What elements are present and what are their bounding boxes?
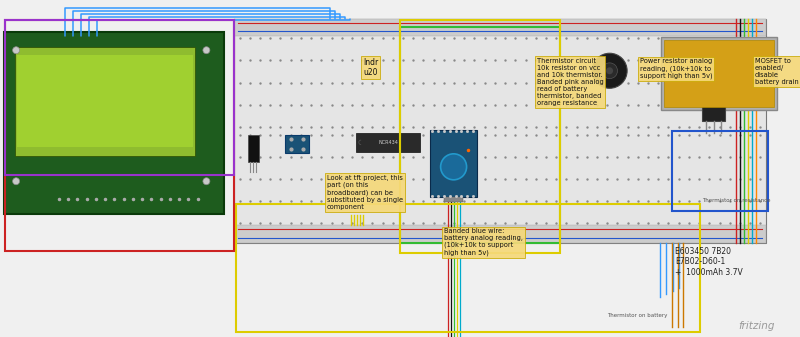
Bar xyxy=(236,204,700,332)
Bar xyxy=(400,20,560,253)
Bar xyxy=(400,27,560,243)
Bar xyxy=(17,55,194,147)
Text: fritzing: fritzing xyxy=(738,321,774,331)
Bar xyxy=(248,135,259,162)
Circle shape xyxy=(13,178,19,185)
Text: Banded blue wire:
battery analog reading,
(10k+10k to support
high than 5v): Banded blue wire: battery analog reading… xyxy=(444,228,523,256)
Text: E603450 7B20
E7B02-D60-1
+  1000mAh 3.7V: E603450 7B20 E7B02-D60-1 + 1000mAh 3.7V xyxy=(675,247,742,277)
Bar xyxy=(234,225,766,243)
Circle shape xyxy=(592,53,627,88)
Circle shape xyxy=(203,47,210,54)
Text: Look at tft project, this
part (on this
broadboard) can be
substituted by a sing: Look at tft project, this part (on this … xyxy=(327,175,403,210)
Text: Thermistor on battery: Thermistor on battery xyxy=(607,313,667,318)
Text: NCR434: NCR434 xyxy=(378,140,398,145)
Bar xyxy=(234,19,766,36)
Text: Thermistor circuit
10k resistor on vcc
and 10k thermistor.
Banded pink analog
re: Thermistor circuit 10k resistor on vcc a… xyxy=(537,58,604,106)
Bar xyxy=(5,20,234,175)
Text: Indr
u20: Indr u20 xyxy=(363,58,378,78)
Circle shape xyxy=(441,154,466,180)
Bar xyxy=(661,37,777,110)
Bar xyxy=(444,197,463,202)
Bar xyxy=(702,67,725,121)
Text: Thermistor on resistance: Thermistor on resistance xyxy=(702,197,770,203)
Bar xyxy=(356,133,420,152)
Text: Power resistor analog
reading, (10k+10k to
support high than 5v): Power resistor analog reading, (10k+10k … xyxy=(640,58,713,79)
Bar xyxy=(234,19,766,243)
Circle shape xyxy=(13,47,19,54)
Bar xyxy=(5,20,234,251)
Text: MOSFET to
enabled/
disable
battery drain: MOSFET to enabled/ disable battery drain xyxy=(755,58,798,85)
Bar xyxy=(664,40,774,106)
Bar xyxy=(4,32,224,214)
Bar xyxy=(430,130,477,197)
Circle shape xyxy=(203,178,210,185)
Bar xyxy=(15,47,195,156)
Circle shape xyxy=(606,67,613,74)
Circle shape xyxy=(602,63,618,79)
Bar xyxy=(285,135,309,153)
Bar xyxy=(672,131,768,211)
